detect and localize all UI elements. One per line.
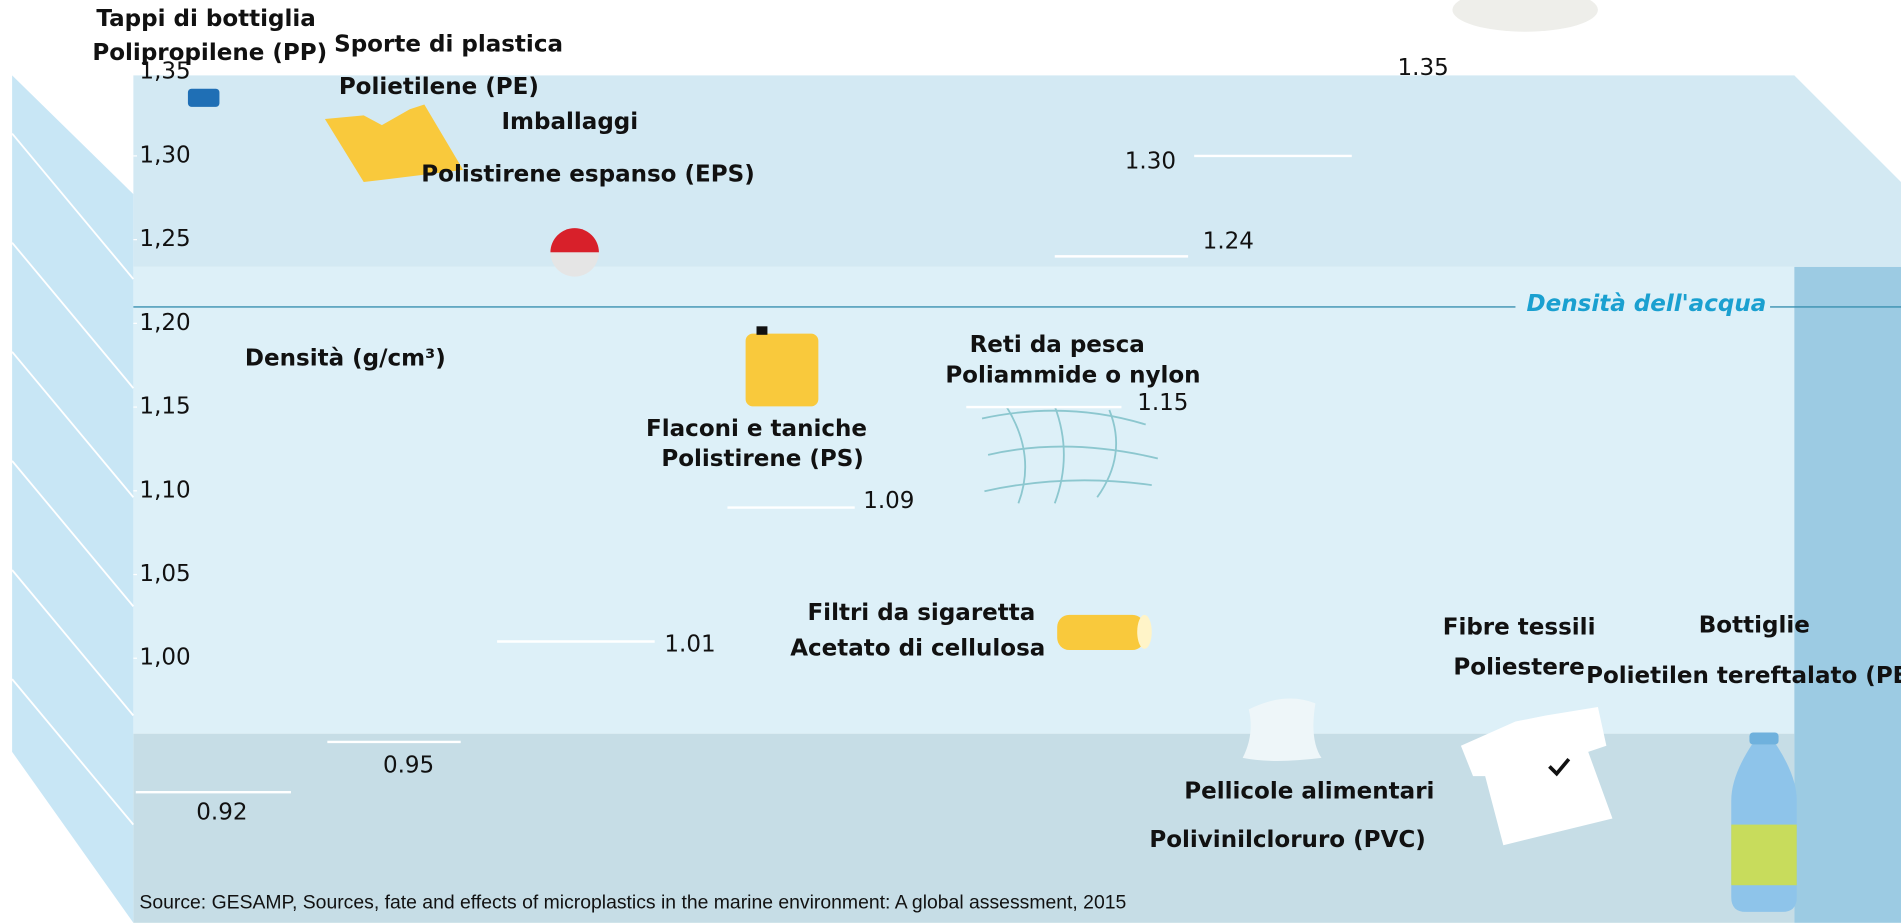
filter-icon <box>1057 615 1144 650</box>
chart: Densità dell'acqua Densità (g/cm³) Sourc… <box>0 0 1901 923</box>
item-material: Poliestere <box>1453 655 1584 681</box>
item-material: Polietilene (PE) <box>339 74 539 100</box>
value-label: 1.24 <box>1203 228 1254 254</box>
item-name: Reti da pesca <box>970 332 1145 358</box>
y-tick-label: 1,15 <box>139 394 190 420</box>
item-name: Tappi di bottiglia <box>96 6 315 32</box>
item-material: Polistirene espanso (EPS) <box>421 161 754 187</box>
y-axis-label: Densità (g/cm³) <box>245 346 446 372</box>
value-label: 1.35 <box>1398 55 1449 81</box>
item-name: Sporte di plastica <box>334 32 563 58</box>
item-name: Fibre tessili <box>1443 615 1596 641</box>
y-tick-label: 1,20 <box>139 310 190 336</box>
value-label: 1.01 <box>664 632 715 658</box>
y-tick-label: 1,10 <box>139 477 190 503</box>
item-material: Polipropilene (PP) <box>92 40 327 66</box>
value-label: 1.30 <box>1125 148 1176 174</box>
value-label: 1.09 <box>863 488 914 514</box>
item-material: Acetato di cellulosa <box>790 635 1045 661</box>
filter-end <box>1137 615 1152 649</box>
item-name: Pellicole alimentari <box>1184 778 1434 804</box>
water-annotation: Densità dell'acqua <box>1527 291 1767 317</box>
item-material: Polietilen tereftalato (PET) <box>1586 663 1901 689</box>
y-tick-label: 1,25 <box>139 226 190 252</box>
item-material: Polistirene (PS) <box>661 446 864 472</box>
film-icon <box>1243 699 1322 761</box>
item-material: Polivinilcloruro (PVC) <box>1149 827 1425 853</box>
bottle-cap <box>1749 732 1778 744</box>
item-name: Flaconi e taniche <box>646 416 867 442</box>
item-name: Imballaggi <box>501 109 638 135</box>
bottle-label <box>1731 825 1796 886</box>
canister-icon <box>746 334 819 407</box>
item-name: Filtri da sigaretta <box>807 600 1035 626</box>
value-label: 1.15 <box>1137 390 1188 416</box>
y-tick-label: 1,05 <box>139 561 190 587</box>
cap-icon <box>188 89 220 107</box>
y-tick-label: 1,30 <box>139 142 190 168</box>
surface-layer <box>12 75 1901 267</box>
value-label: 0.92 <box>196 799 247 825</box>
item-name: Bottiglie <box>1699 612 1810 638</box>
right-panel <box>1794 267 1901 923</box>
source: Source: GESAMP, Sources, fate and effect… <box>139 892 1126 914</box>
value-label: 0.95 <box>383 753 434 779</box>
canister-cap <box>757 326 768 334</box>
item-material: Poliammide o nylon <box>945 363 1200 389</box>
y-tick-label: 1,00 <box>139 645 190 671</box>
page: {"chart_data": {"type": "scatter", "ylab… <box>0 0 1901 923</box>
value-label: 1.39 <box>1628 0 1679 6</box>
